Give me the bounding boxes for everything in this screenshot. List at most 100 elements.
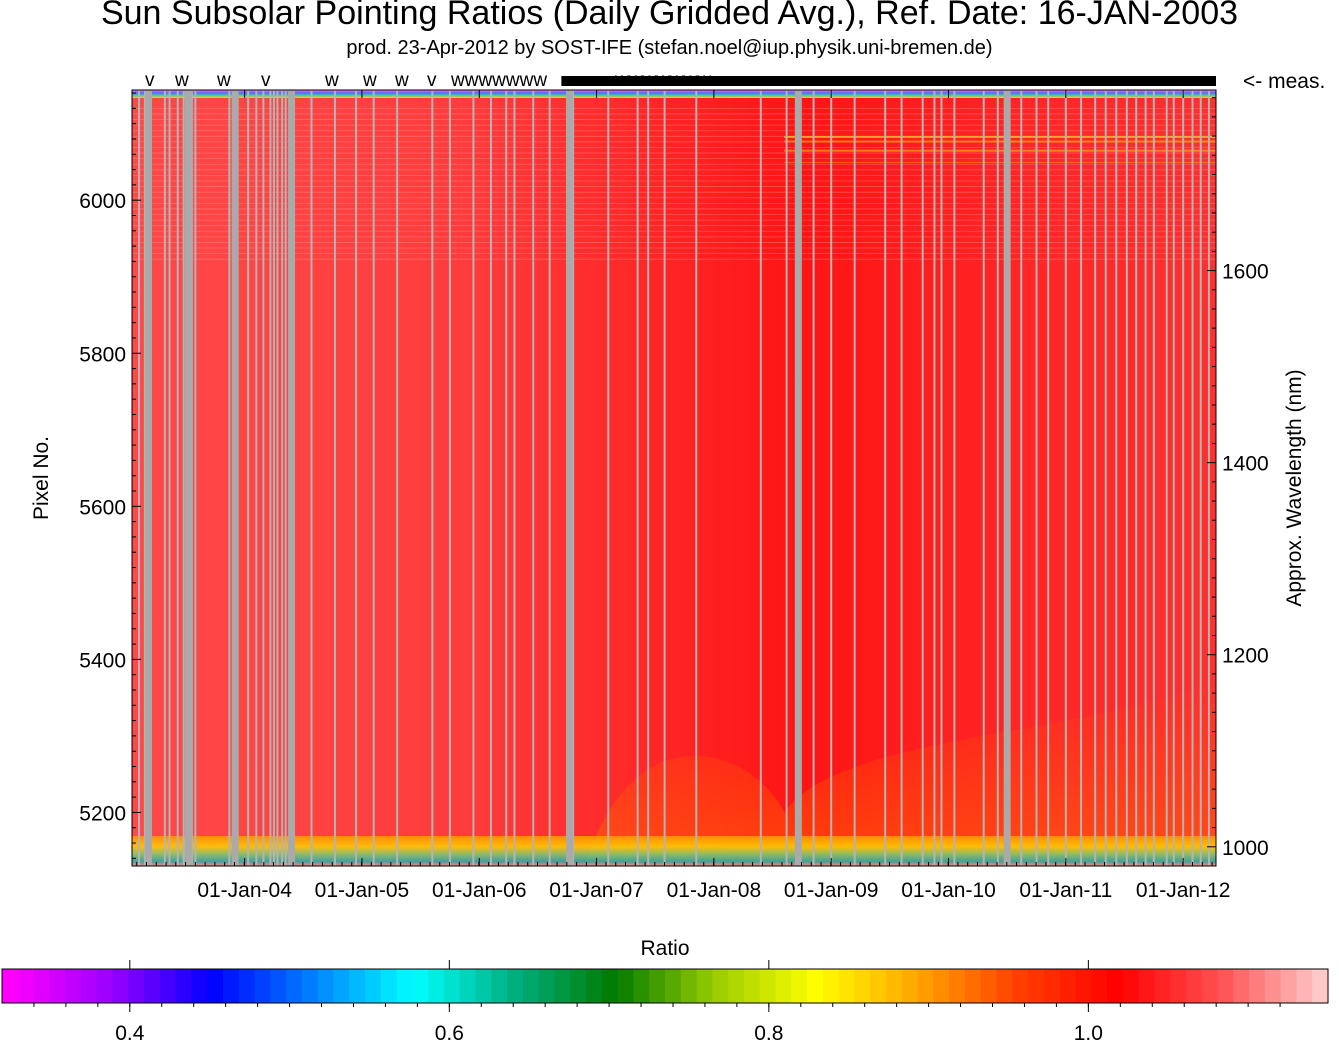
x-tick-label: 01-Jan-04	[197, 879, 292, 902]
colorbar-swatch	[223, 969, 240, 1003]
colorbar-swatch	[728, 969, 745, 1003]
colorbar-frame	[1, 968, 1329, 1004]
colorbar-swatch	[396, 969, 414, 1003]
colorbar-swatch	[1296, 969, 1313, 1003]
y-tick-label: 5200	[79, 802, 126, 825]
colorbar-tick-label: 1.0	[1074, 1022, 1103, 1042]
x-tick-label: 01-Jan-06	[432, 879, 527, 902]
colorbar-tick-label: 0.8	[754, 1022, 783, 1042]
colorbar-tick-label: 0.4	[115, 1022, 145, 1042]
y-tick-label: 6000	[79, 190, 126, 213]
colorbar-swatch	[1138, 969, 1155, 1003]
colorbar-swatch	[507, 969, 524, 1003]
colorbar-swatch	[570, 969, 587, 1003]
measurement-marker-symbol: w	[324, 70, 339, 91]
colorbar-swatch	[838, 969, 856, 1003]
measurement-marker-symbol: w	[174, 70, 189, 91]
colorbar-swatch	[1091, 969, 1108, 1003]
colorbar-swatch	[870, 969, 887, 1003]
colorbar-swatch	[1012, 969, 1029, 1003]
y-axis-label: Pixel No.	[30, 436, 53, 520]
colorbar-swatch	[365, 969, 382, 1003]
measurement-marker-symbol: v	[261, 70, 271, 91]
y2-tick-label: 1400	[1222, 453, 1269, 476]
colorbar-swatch	[665, 969, 682, 1003]
heatmap-streak	[784, 161, 1216, 163]
colorbar-swatch	[1201, 969, 1219, 1003]
measurement-marker-symbol: v	[145, 70, 155, 91]
colorbar-swatch	[617, 969, 635, 1003]
colorbar-swatch	[491, 969, 508, 1003]
colorbar-swatch	[317, 969, 335, 1003]
colorbar-swatch	[207, 969, 224, 1003]
colorbar-swatch	[980, 969, 998, 1003]
colorbar-swatch	[333, 969, 350, 1003]
colorbar-swatch	[1185, 969, 1203, 1003]
colorbar-swatch	[649, 969, 666, 1003]
x-tick-label: 01-Jan-10	[901, 879, 996, 902]
colorbar-swatch	[791, 969, 808, 1003]
colorbar-swatch	[522, 969, 540, 1003]
colorbar-swatch	[80, 969, 98, 1003]
colorbar-swatch	[254, 969, 271, 1003]
colorbar-swatch	[1233, 969, 1250, 1003]
x-tick-label: 01-Jan-08	[667, 879, 762, 902]
colorbar-swatch	[49, 969, 66, 1003]
colorbar-swatch	[65, 969, 82, 1003]
y2-axis-label: Approx. Wavelength (nm)	[1283, 369, 1306, 606]
colorbar-swatch	[1154, 969, 1171, 1003]
colorbar-swatch	[854, 969, 871, 1003]
colorbar-swatch	[886, 969, 903, 1003]
x-tick-label: 01-Jan-05	[315, 879, 410, 902]
x-tick-label: 01-Jan-11	[1019, 879, 1112, 902]
measurement-marker-symbol: w	[362, 70, 377, 91]
colorbar-swatch	[759, 969, 777, 1003]
colorbar-swatch	[933, 969, 950, 1003]
x-tick-label: 01-Jan-09	[784, 879, 879, 902]
colorbar-swatch	[1059, 969, 1077, 1003]
colorbar-swatch	[412, 969, 429, 1003]
colorbar-swatch	[96, 969, 114, 1003]
colorbar-swatch	[538, 969, 556, 1003]
colorbar-swatch	[917, 969, 934, 1003]
colorbar-swatch	[554, 969, 571, 1003]
y-tick-label: 5800	[79, 343, 126, 366]
colorbar-swatch	[1312, 969, 1329, 1003]
heatmap-warm-region	[584, 674, 1216, 866]
colorbar-swatch	[680, 969, 698, 1003]
axes: 01-Jan-04 01-Jan-05 01-Jan-06 01-Jan-07 01-J…	[30, 90, 1306, 902]
measurement-marker-bar	[561, 76, 1216, 86]
y-tick-label: 5600	[79, 496, 126, 519]
colorbar-swatch	[1170, 969, 1187, 1003]
colorbar-swatch	[633, 969, 650, 1003]
colorbar-swatch	[1249, 969, 1266, 1003]
colorbar-swatch	[712, 969, 729, 1003]
colorbar-swatch	[475, 969, 492, 1003]
colorbar-swatch	[2, 969, 19, 1003]
colorbar-swatch	[191, 969, 208, 1003]
colorbar-swatch	[286, 969, 303, 1003]
x-tick-label: 01-Jan-12	[1136, 879, 1231, 902]
colorbar-swatch	[1280, 969, 1298, 1003]
colorbar-swatch	[301, 969, 319, 1003]
heatmap-streak	[784, 140, 1216, 143]
colorbar-swatch	[380, 969, 398, 1003]
colorbar-swatch	[17, 969, 35, 1003]
x-tick-label: 01-Jan-07	[549, 879, 644, 902]
colorbar-tick-label: 0.6	[435, 1022, 464, 1042]
colorbar-swatch	[996, 969, 1013, 1003]
heatmap-streak	[784, 149, 1216, 152]
colorbar-swatch	[159, 969, 177, 1003]
colorbar-swatch	[444, 969, 461, 1003]
y2-tick-label: 1200	[1222, 645, 1269, 668]
colorbar-swatch	[1264, 969, 1282, 1003]
colorbar-swatch	[1043, 969, 1061, 1003]
chart-title: Sun Subsolar Pointing Ratios (Daily Grid…	[100, 0, 1239, 32]
y2-tick-label: 1600	[1222, 261, 1269, 284]
measurement-marker-label: <- meas.	[1243, 70, 1325, 93]
colorbar-swatch	[128, 969, 145, 1003]
heatmap-bottom-band	[132, 836, 1216, 866]
colorbar-swatch	[901, 969, 919, 1003]
colorbar-swatch	[1028, 969, 1045, 1003]
colorbar-swatch	[964, 969, 982, 1003]
